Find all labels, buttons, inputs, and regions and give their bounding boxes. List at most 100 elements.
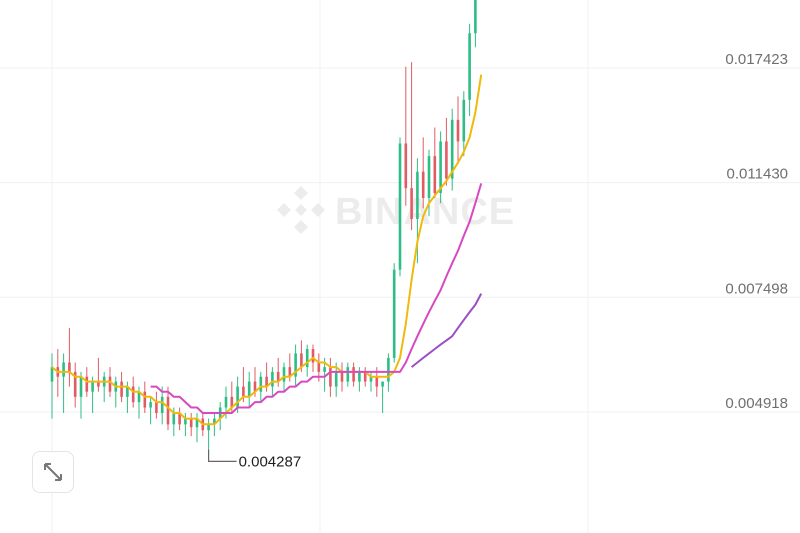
candle-body	[404, 143, 408, 189]
ma-line-ma_fast	[51, 74, 483, 426]
candle	[358, 367, 361, 392]
candle	[439, 131, 442, 204]
candle-body	[207, 424, 210, 431]
candle	[160, 386, 164, 425]
candle-body	[369, 376, 373, 382]
candle	[50, 353, 54, 419]
candle-body	[224, 396, 228, 408]
candle-body	[276, 371, 280, 382]
candle-body	[68, 362, 71, 372]
candle-body	[247, 381, 251, 397]
candle	[369, 371, 373, 392]
candle-body	[79, 376, 83, 397]
candle	[352, 362, 355, 387]
candle-body	[392, 269, 396, 358]
binance-watermark: BINANCE	[277, 186, 514, 234]
candle-body	[363, 371, 367, 382]
candle	[329, 357, 332, 397]
candle-body	[433, 156, 437, 194]
candle-body	[189, 418, 193, 428]
candle	[456, 96, 460, 163]
candle-body	[265, 376, 268, 387]
candle	[102, 371, 106, 403]
candle	[340, 362, 344, 392]
candle-body	[358, 371, 361, 382]
candle-body	[329, 367, 332, 387]
binance-logo-icon	[277, 186, 325, 234]
candle-body	[62, 362, 65, 377]
candle-body	[166, 396, 170, 425]
candle-body	[120, 381, 123, 397]
y-axis: 0.017423 0.011430 0.007498 0.004918	[725, 51, 788, 412]
candle-body	[172, 412, 176, 425]
candle	[68, 327, 71, 387]
candle	[305, 344, 309, 377]
candle-body	[346, 367, 350, 382]
candle	[398, 137, 402, 277]
candle	[381, 381, 384, 413]
candle-body	[439, 141, 442, 194]
candle-body	[271, 371, 274, 387]
ma-line-ma_mid	[150, 183, 483, 414]
candle	[247, 371, 251, 408]
candle	[474, 0, 477, 48]
candle-body	[73, 371, 77, 397]
candle-body	[387, 357, 390, 382]
candle-body	[416, 171, 419, 219]
candle	[91, 376, 94, 413]
candle-body	[50, 367, 54, 382]
candle	[207, 418, 210, 450]
candle	[195, 412, 199, 443]
candle-body	[242, 386, 245, 397]
candle-body	[131, 386, 135, 403]
candle	[450, 108, 454, 191]
candle-body	[445, 141, 448, 179]
low-marker-line	[208, 449, 237, 462]
candle-body	[213, 418, 216, 425]
candle-body	[427, 156, 431, 199]
candle-body	[149, 402, 152, 408]
candle	[189, 412, 193, 437]
candle	[97, 357, 100, 392]
candle	[56, 349, 60, 397]
low-marker-label: 0.004287	[239, 453, 302, 470]
candle-body	[282, 367, 286, 382]
y-axis-tick-label: 0.011430	[727, 166, 788, 183]
candle-body	[352, 367, 355, 382]
candle-body	[108, 376, 112, 392]
candle	[346, 362, 350, 387]
candle-body	[456, 119, 460, 142]
candle	[433, 127, 437, 199]
candle-body	[184, 418, 187, 425]
candle-body	[317, 362, 321, 372]
ma-line-ma_slow	[410, 293, 483, 368]
candle	[114, 376, 118, 408]
candle	[79, 371, 83, 419]
candle-body	[305, 349, 309, 368]
candle-body	[323, 367, 326, 372]
candle-body	[410, 188, 413, 219]
candle-body	[468, 33, 471, 100]
expand-chart-button[interactable]	[32, 451, 74, 493]
candle-body	[294, 353, 297, 377]
y-axis-tick-label: 0.007498	[725, 280, 788, 297]
y-axis-tick-label: 0.017423	[725, 51, 788, 68]
candle-body	[375, 376, 379, 387]
candle	[184, 412, 187, 437]
candle-body	[230, 396, 234, 408]
moving-average-lines	[51, 74, 483, 426]
candle	[462, 91, 466, 157]
candle-body	[85, 376, 89, 392]
candle-body	[259, 376, 263, 392]
candle	[155, 391, 158, 419]
candle-body	[137, 391, 141, 403]
candle-body	[160, 396, 164, 413]
candle-body	[340, 371, 344, 382]
candle	[445, 117, 448, 186]
candle-body	[143, 391, 147, 408]
candle	[392, 263, 396, 363]
candle-body	[236, 386, 239, 408]
candle-body	[381, 381, 384, 387]
y-axis-tick-label: 0.004918	[725, 395, 788, 412]
